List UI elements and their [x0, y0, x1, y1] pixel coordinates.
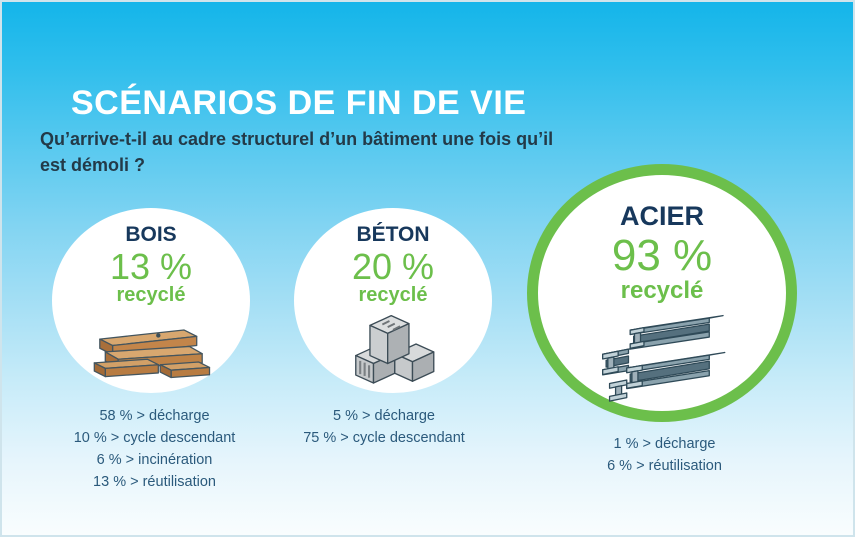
stat-line: 13 % > réutilisation [93, 474, 216, 490]
stats-acier: 1 % > décharge 6 % > réutilisation [547, 433, 782, 477]
stats-bois: 58 % > décharge 10 % > cycle descendant … [32, 405, 277, 493]
stat-line: 6 % > réutilisation [607, 458, 722, 474]
stat-line: 58 % > décharge [99, 408, 210, 424]
recycled-label-bois: recyclé [116, 284, 186, 306]
stat-line: 1 % > décharge [613, 436, 716, 452]
recycled-label-beton: recyclé [358, 284, 428, 306]
concrete-blocks-icon [355, 314, 435, 384]
stat-line: 5 % > décharge [333, 408, 435, 424]
wood-planks-icon [93, 329, 211, 379]
recycled-percent-acier: 93 % [611, 231, 713, 280]
recycled-label-acier: recyclé [620, 277, 704, 304]
stats-beton: 5 % > décharge 75 % > cycle descendant [274, 405, 494, 449]
page-title: SCÉNARIOS DE FIN DE VIE [71, 84, 527, 122]
recycled-percent-bois: 13 % [109, 246, 193, 287]
recycled-percent-beton: 20 % [351, 246, 435, 287]
material-name-bois: BOIS [125, 223, 177, 246]
stat-line: 75 % > cycle descendant [303, 430, 465, 446]
stat-line: 10 % > cycle descendant [73, 430, 236, 446]
material-name-beton: BÉTON [356, 223, 430, 246]
subtitle: Qu’arrive-t-il au cadre structurel d’un … [40, 129, 554, 175]
stat-line: 6 % > incinération [96, 452, 213, 468]
material-card-beton: BÉTON 20 % recyclé [294, 208, 492, 393]
steel-beams-icon [602, 314, 726, 402]
material-card-acier: ACIER 93 % recyclé [527, 164, 797, 422]
material-name-acier: ACIER [619, 201, 704, 231]
material-card-bois: BOIS 13 % recyclé [52, 208, 250, 393]
